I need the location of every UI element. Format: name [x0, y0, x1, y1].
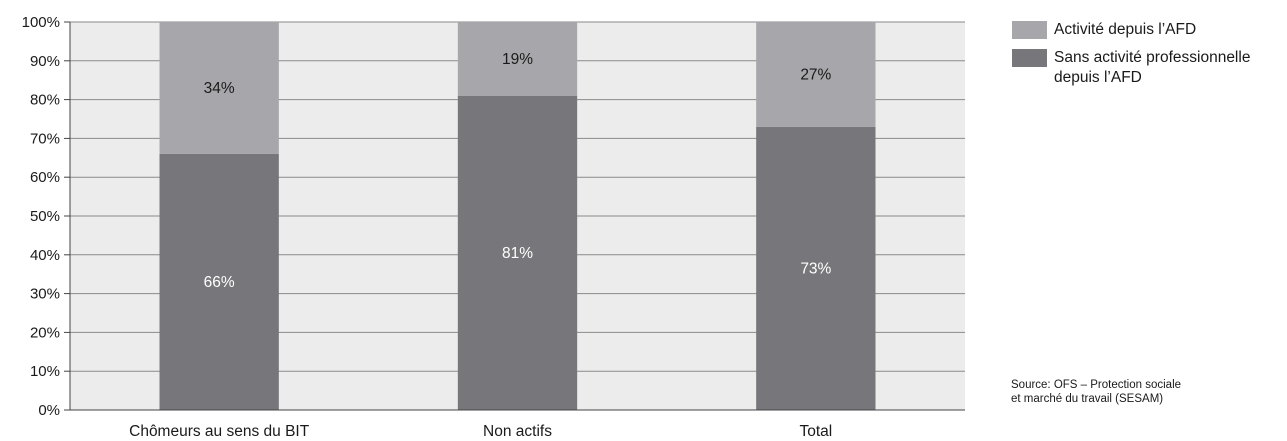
legend: Activité depuis l’AFD Sans activité prof…: [1012, 20, 1287, 96]
data-label: 34%: [204, 80, 235, 97]
y-tick-label: 60%: [30, 169, 60, 186]
legend-item-activite: Activité depuis l’AFD: [1012, 20, 1287, 40]
data-label: 27%: [800, 66, 831, 83]
y-tick-label: 70%: [30, 130, 60, 147]
y-tick-label: 100%: [22, 14, 60, 31]
bar-segment: [159, 22, 279, 154]
y-tick-label: 90%: [30, 53, 60, 70]
x-category-label: Chômeurs au sens du BIT: [129, 423, 310, 440]
bar-segment: [159, 153, 279, 411]
y-tick-label: 20%: [30, 324, 60, 341]
chart: 66% 34% 81% 19% 73% 27% 0% 10% 20% 30% 40% 50% 60% 7…: [22, 14, 965, 440]
bar-segment: [457, 22, 578, 96]
bar-segment: [756, 126, 876, 410]
source-line-1: Source: OFS – Protection sociale: [1011, 379, 1182, 391]
y-tick-label: 10%: [30, 363, 60, 380]
legend-item-sans-activite: Sans activité professionnelle depuis l’A…: [1012, 48, 1287, 88]
legend-swatch-sans-activite: [1012, 49, 1047, 67]
y-tick-label: 40%: [30, 247, 60, 264]
x-category-label: Total: [799, 423, 832, 440]
y-tick-label: 30%: [30, 286, 60, 303]
x-category-label: Non actifs: [483, 423, 552, 440]
bar-segment: [756, 22, 876, 127]
data-label: 81%: [502, 245, 533, 262]
legend-label-sans-activite: Sans activité professionnelle depuis l’A…: [1054, 49, 1251, 86]
data-label: 66%: [204, 274, 235, 291]
bars: [159, 22, 876, 411]
y-tick-label: 0%: [38, 402, 60, 419]
axes: 0% 10% 20% 30% 40% 50% 60% 70% 80% 90% 100% Chômeur…: [22, 14, 965, 440]
data-label: 73%: [800, 260, 831, 277]
legend-label-activite: Activité depuis l’AFD: [1054, 21, 1197, 38]
y-tick-label: 50%: [30, 208, 60, 225]
legend-swatch-activite: [1012, 21, 1047, 39]
bar-segment: [457, 95, 578, 410]
y-tick-label: 80%: [30, 92, 60, 109]
source-note: Source: OFS – Protection sociale et marc…: [1011, 378, 1281, 406]
data-labels: 66% 34% 81% 19% 73% 27%: [204, 51, 832, 291]
data-label: 19%: [502, 51, 533, 68]
source-line-2: et marché du travail (SESAM): [1011, 393, 1164, 405]
